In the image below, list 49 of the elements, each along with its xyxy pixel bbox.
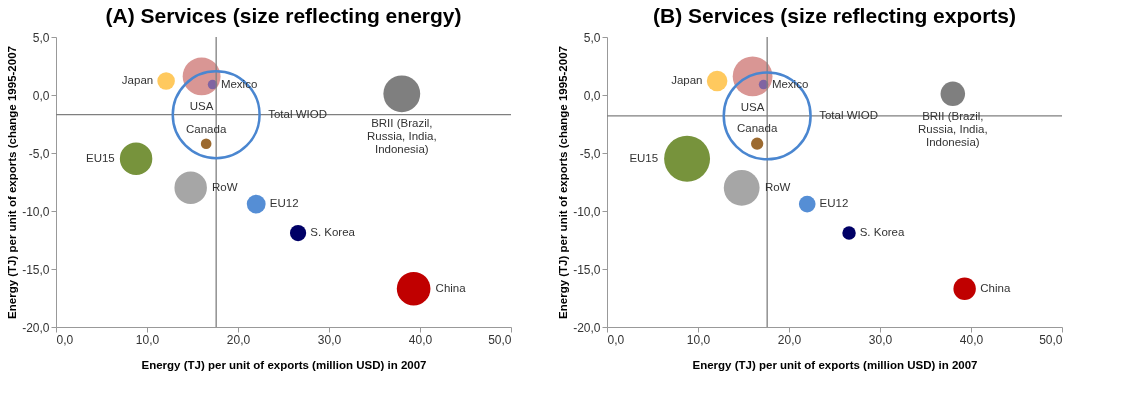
series-label: Canada xyxy=(737,121,778,134)
series-label: BRII (Brazil, Russia, India, Indonesia) xyxy=(917,109,988,148)
y-tick-label: -15,0 xyxy=(22,262,50,277)
x-tick-label: 30,0 xyxy=(868,332,893,347)
y-tick-label: -5,0 xyxy=(579,146,601,161)
x-tick-label: 10,0 xyxy=(135,332,160,347)
series-label: S. Korea xyxy=(310,226,356,239)
x-axis-title: Energy (TJ) per unit of exports (million USD) in 2007 xyxy=(141,358,427,371)
series-label: China xyxy=(435,281,467,294)
x-tick-label: 50,0 xyxy=(1039,332,1063,347)
y-tick-label: -15,0 xyxy=(573,262,601,277)
x-tick-label: 50,0 xyxy=(488,332,512,347)
y-tick-label: -20,0 xyxy=(573,320,601,335)
y-axis-title: Energy (TJ) per unit of exports (change 1995-2007 xyxy=(6,46,19,319)
series-label: USA xyxy=(189,99,214,112)
x-tick-label: 20,0 xyxy=(777,332,802,347)
series-label: EU12 xyxy=(269,197,299,210)
series-label: Japan xyxy=(121,74,154,87)
y-tick-label: 0,0 xyxy=(32,88,50,103)
y-tick-label: -10,0 xyxy=(573,204,601,219)
x-tick-label: 40,0 xyxy=(959,332,984,347)
series-label: USA xyxy=(740,100,765,113)
y-axis-title: Energy (TJ) per unit of exports (change 1995-2007 xyxy=(557,46,570,319)
y-tick-label: 5,0 xyxy=(583,30,601,45)
x-tick-label: 20,0 xyxy=(226,332,251,347)
y-tick-label: 0,0 xyxy=(583,88,601,103)
y-tick-label: 5,0 xyxy=(32,30,50,45)
x-tick-label: 10,0 xyxy=(686,332,711,347)
series-label: Japan xyxy=(671,74,703,87)
text: BRII (Brazil, Russia, India, Indonesia) xyxy=(366,116,437,155)
x-tick-label: 30,0 xyxy=(317,332,342,347)
series-label: Canada xyxy=(186,122,227,135)
y-tick-label: -10,0 xyxy=(22,204,50,219)
x-tick-label: 0,0 xyxy=(56,332,74,347)
series-label: EU12 xyxy=(819,197,849,210)
chart-title: (A) Services (size reflecting energy) xyxy=(105,4,462,27)
series-label: EU15 xyxy=(85,151,115,164)
series-label: China xyxy=(980,281,1011,294)
y-tick-label: -20,0 xyxy=(22,320,50,335)
series-label: S. Korea xyxy=(859,226,905,239)
x-axis-title: Energy (TJ) per unit of exports (million USD) in 2007 xyxy=(692,358,978,371)
y-tick-label: -5,0 xyxy=(28,146,50,161)
series-label: RoW xyxy=(764,180,791,193)
series-label: Total WIOD xyxy=(819,108,878,121)
chart-title: (B) Services (size reflecting exports) xyxy=(653,4,1016,27)
x-tick-label: 40,0 xyxy=(408,332,433,347)
series-label: RoW xyxy=(212,180,238,193)
x-tick-label: 0,0 xyxy=(607,332,625,347)
series-label: EU15 xyxy=(629,151,659,164)
